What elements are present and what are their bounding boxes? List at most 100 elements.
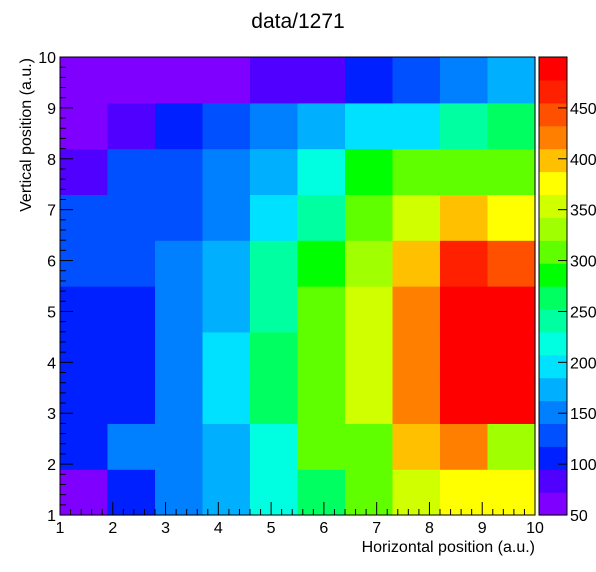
x-tick-label: 9 xyxy=(478,520,487,537)
heatmap-cell xyxy=(392,102,441,150)
colorbar-swatch xyxy=(539,308,567,333)
heatmap-cell xyxy=(392,194,441,241)
heatmap-cell xyxy=(250,194,299,241)
heatmap-cell xyxy=(345,331,394,379)
heatmap-cell xyxy=(202,377,251,424)
heatmap-cell xyxy=(487,148,536,195)
heatmap-cell xyxy=(392,148,441,195)
heatmap-cell xyxy=(487,469,536,516)
heatmap-cell xyxy=(155,102,204,150)
heatmap-cell xyxy=(250,377,299,424)
heatmap-cell xyxy=(202,57,251,104)
x-axis-label: Horizontal position (a.u.) xyxy=(362,539,535,556)
heatmap-cell xyxy=(345,194,394,241)
heatmap-cell xyxy=(155,469,204,516)
heatmap-cell xyxy=(297,194,346,241)
heatmap-cell xyxy=(60,240,109,287)
heatmap-cell xyxy=(107,57,156,104)
heatmap-cell xyxy=(297,423,346,470)
heatmap-cell xyxy=(107,469,156,516)
y-tick-label: 5 xyxy=(47,304,56,321)
heatmap-cell xyxy=(297,469,346,516)
heatmap-cell xyxy=(487,286,536,333)
heatmap-cell xyxy=(250,148,299,195)
colorbar-tick-label: 50 xyxy=(570,508,588,525)
heatmap-cell xyxy=(487,377,536,424)
heatmap-cell xyxy=(440,240,489,287)
colorbar-tick-label: 100 xyxy=(570,457,596,474)
heatmap-cell xyxy=(202,148,251,195)
colorbar-swatch xyxy=(539,469,567,493)
heatmap-cell xyxy=(202,331,251,379)
heatmap-cell xyxy=(392,377,441,424)
colorbar-swatch xyxy=(539,286,567,310)
colorbar-swatch xyxy=(539,354,567,379)
x-tick-label: 8 xyxy=(425,520,434,537)
chart-title: data/1271 xyxy=(251,10,344,33)
heatmap-cell xyxy=(345,102,394,150)
heatmap-cell xyxy=(60,469,109,516)
heatmap-cell xyxy=(392,423,441,470)
heatmap-cell xyxy=(202,240,251,287)
colorbar-swatch xyxy=(539,217,567,241)
heatmap-cell xyxy=(250,423,299,470)
heatmap-cell xyxy=(155,148,204,195)
heatmap-cell xyxy=(440,377,489,424)
y-tick-label: 7 xyxy=(47,203,56,220)
x-tick-label: 2 xyxy=(108,520,117,537)
y-tick-label: 2 xyxy=(47,457,56,474)
heatmap-cell xyxy=(155,240,204,287)
heatmap-cell xyxy=(297,240,346,287)
x-tick-label: 3 xyxy=(161,520,170,537)
colorbar-swatch xyxy=(539,377,567,402)
heatmap-cell xyxy=(487,102,536,150)
y-tick-label: 9 xyxy=(47,101,56,118)
heatmap-cell xyxy=(440,286,489,333)
heatmap-cell xyxy=(297,377,346,424)
heatmap-cell xyxy=(250,331,299,379)
heatmap-cell xyxy=(202,102,251,150)
heatmap-cell xyxy=(60,102,109,150)
heatmap-cell xyxy=(345,469,394,516)
colorbar-swatch xyxy=(539,57,567,81)
heatmap-cell xyxy=(250,469,299,516)
colorbar-tick-label: 250 xyxy=(570,304,596,321)
heatmap-cell xyxy=(297,102,346,150)
heatmap-cell xyxy=(297,148,346,195)
heatmap-cell xyxy=(60,423,109,470)
y-tick-label: 10 xyxy=(38,50,56,67)
heatmap-cell xyxy=(60,286,109,333)
heatmap-cell xyxy=(297,286,346,333)
heatmap-cell xyxy=(155,331,204,379)
colorbar-tick-label: 400 xyxy=(570,152,596,169)
heatmap-cell xyxy=(440,194,489,241)
heatmap-cell xyxy=(107,102,156,150)
heatmap-cell xyxy=(107,423,156,470)
heatmap-cells xyxy=(60,57,536,516)
x-tick-label: 7 xyxy=(372,520,381,537)
x-tick-label: 5 xyxy=(267,520,276,537)
heatmap-cell xyxy=(297,331,346,379)
colorbar-swatch xyxy=(539,194,567,218)
heatmap-cell xyxy=(440,331,489,379)
colorbar-swatch xyxy=(539,240,567,264)
y-tick-label: 1 xyxy=(47,508,56,525)
colorbar-tick-label: 450 xyxy=(570,101,596,118)
heatmap-cell xyxy=(155,286,204,333)
colorbar-tick-label: 200 xyxy=(570,355,596,372)
heatmap-cell xyxy=(250,57,299,104)
colorbar-frame xyxy=(538,56,568,516)
heatmap-cell xyxy=(107,377,156,424)
heatmap-cell xyxy=(440,148,489,195)
heatmap-cell xyxy=(60,148,109,195)
heatmap-cell xyxy=(60,57,109,104)
heatmap-cell xyxy=(345,377,394,424)
heatmap-cell xyxy=(345,240,394,287)
heatmap-cell xyxy=(202,469,251,516)
colorbar-tick-label: 300 xyxy=(570,254,596,271)
heatmap-cell xyxy=(60,377,109,424)
heatmap-cell xyxy=(392,469,441,516)
heatmap-cell xyxy=(345,423,394,470)
heatmap-cell xyxy=(487,57,536,104)
heatmap-cell xyxy=(60,194,109,241)
